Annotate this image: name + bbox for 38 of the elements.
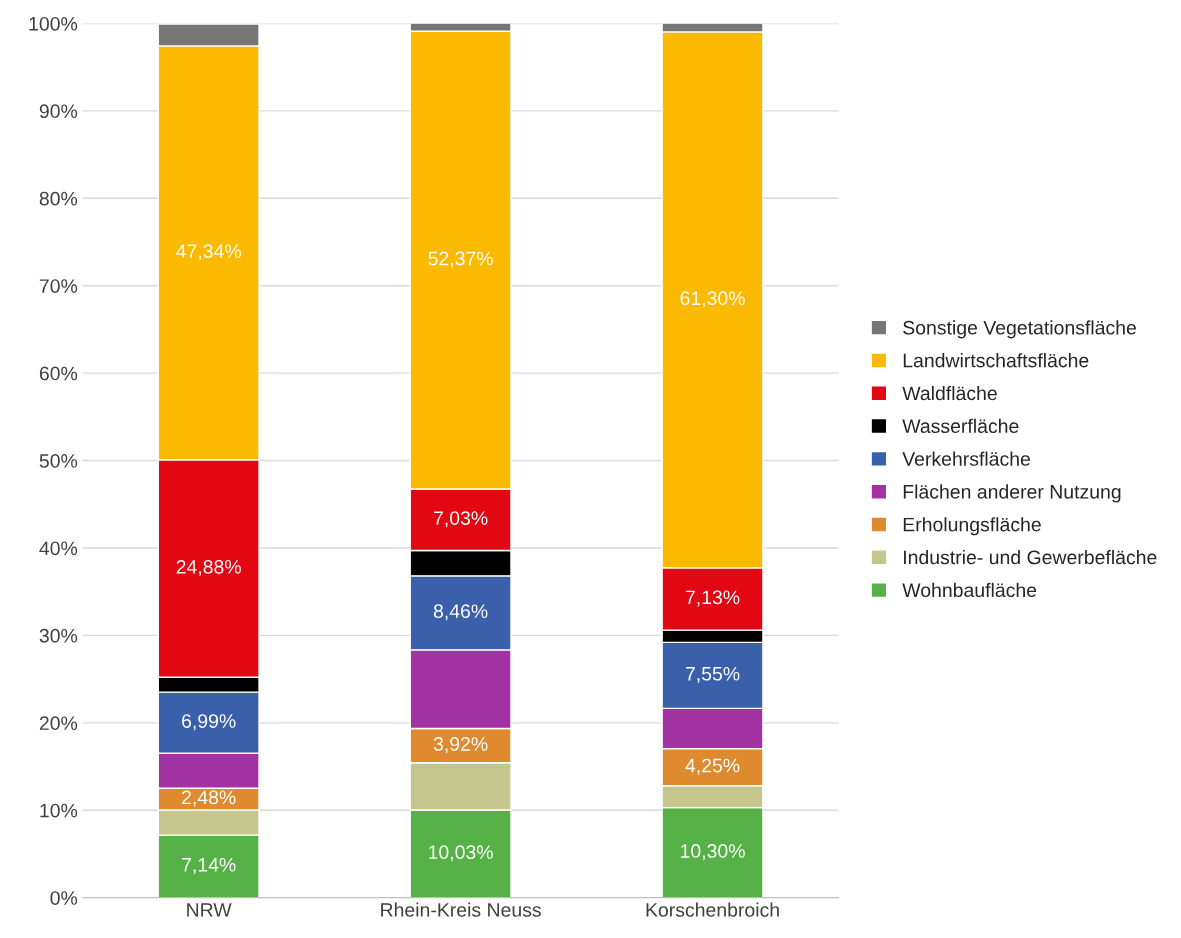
x-tick-label: Korschenbroich: [646, 902, 779, 917]
y-tick-label: 30%: [39, 628, 78, 643]
data-label: 7,03%: [434, 511, 488, 528]
y-tick-label: 70%: [39, 279, 78, 293]
data-label: 7,13%: [685, 590, 740, 607]
data-label: 47,34%: [176, 244, 241, 261]
data-label: 7,55%: [685, 666, 740, 683]
legend-label: Waldfläche: [902, 385, 997, 401]
legend-label: Landwirtschaftsfläche: [903, 353, 1089, 368]
y-tick-label: 0%: [50, 891, 78, 905]
data-label: 10,03%: [429, 845, 493, 862]
y-tick-label: 50%: [39, 454, 78, 468]
legend-label: Erholungsfläche: [903, 517, 1041, 536]
y-tick-label: 40%: [39, 541, 78, 556]
y-tick-label: 80%: [39, 191, 78, 206]
y-tick-label: 90%: [39, 104, 78, 119]
data-label: 7,14%: [182, 857, 236, 874]
y-tick-label: 10%: [40, 803, 78, 818]
data-label: 3,92%: [433, 737, 488, 754]
legend-label: Industrie- und Gewerbefläche: [904, 549, 1157, 565]
legend-label: Sonstige Vegetationsfläche: [903, 320, 1136, 339]
x-tick-label: Rhein-Kreis Neuss: [381, 902, 541, 917]
data-label: 4,25%: [685, 758, 740, 775]
data-label: 8,46%: [433, 604, 488, 621]
legend-label: Verkehrsfläche: [902, 451, 1030, 466]
data-label: 24,88%: [176, 559, 241, 577]
data-label: 52,37%: [428, 251, 493, 268]
data-label: 6,99%: [182, 714, 236, 731]
legend-label: Wasserfläche: [902, 418, 1019, 434]
x-tick-label: NRW: [187, 903, 232, 917]
y-tick-label: 20%: [39, 716, 78, 731]
y-tick-label: 100%: [29, 16, 78, 31]
legend-label: Flächen anderer Nutzung: [903, 484, 1121, 503]
data-label: 61,30%: [680, 291, 745, 308]
data-label: 10,30%: [681, 844, 745, 861]
legend-label: Wohnbaufläche: [902, 582, 1037, 598]
data-label: 2,48%: [182, 790, 236, 807]
y-tick-label: 60%: [39, 366, 78, 381]
